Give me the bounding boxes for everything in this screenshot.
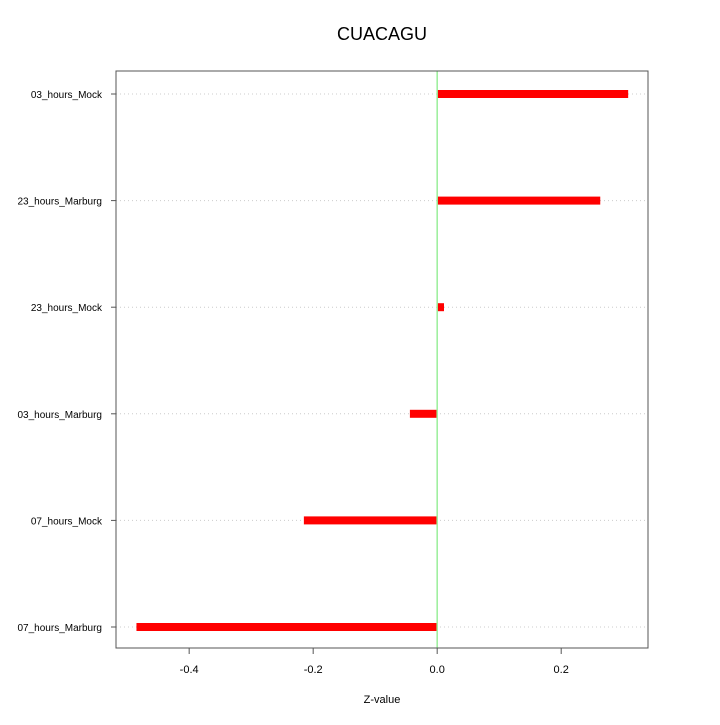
chart-title: CUACAGU xyxy=(337,24,427,44)
bar-03_hours_Mock xyxy=(437,90,629,98)
x-tick-label: 0.2 xyxy=(554,664,569,676)
bar-07_hours_Mock xyxy=(303,516,438,525)
bar-23_hours_Marburg xyxy=(437,196,601,205)
y-tick-label: 03_hours_Marburg xyxy=(18,410,103,421)
x-tick-label: -0.2 xyxy=(304,664,323,676)
y-tick-label: 07_hours_Mock xyxy=(31,516,103,527)
x-tick-label: 0.0 xyxy=(430,664,445,676)
y-tick-label: 23_hours_Mock xyxy=(31,303,103,314)
plot-frame xyxy=(115,70,649,649)
bar-07_hours_Marburg xyxy=(136,623,438,631)
bar-03_hours_Marburg xyxy=(409,409,438,418)
x-tick-label: -0.4 xyxy=(180,664,199,676)
x-axis-label: Z-value xyxy=(364,694,401,706)
y-tick-label: 03_hours_Mock xyxy=(31,90,103,101)
y-tick-label: 07_hours_Marburg xyxy=(18,623,103,634)
y-tick-label: 23_hours_Marburg xyxy=(18,197,103,208)
bar-23_hours_Mock xyxy=(437,303,445,312)
